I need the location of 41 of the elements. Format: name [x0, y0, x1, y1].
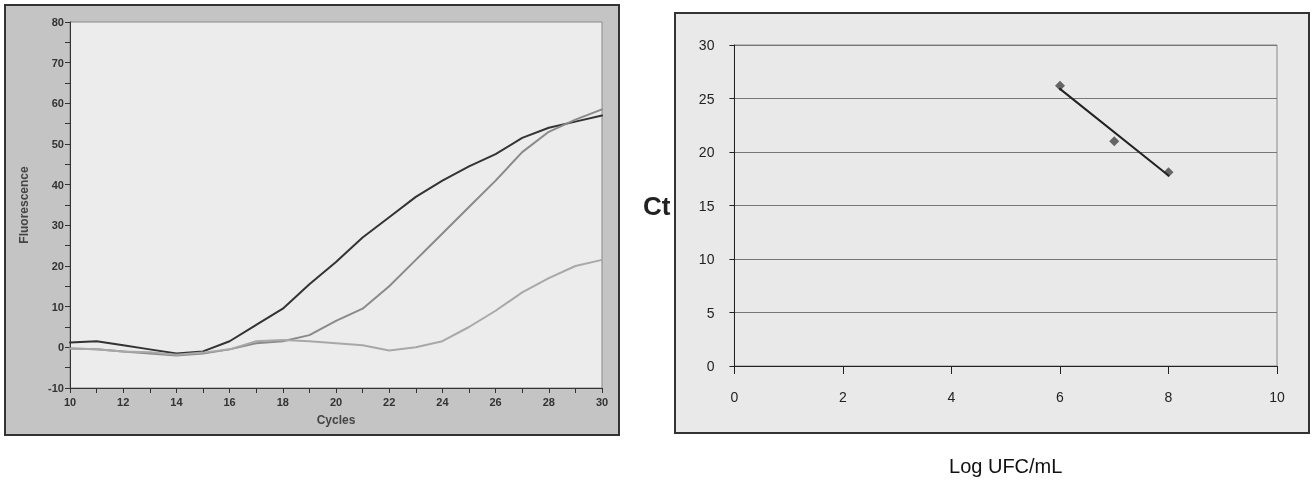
y-tick-label: 10 — [698, 251, 715, 267]
y-tick-label: 30 — [51, 219, 64, 232]
y-tick-label: 60 — [51, 97, 64, 110]
x-tick-label: 12 — [117, 395, 130, 408]
x-axis-title: Cycles — [316, 413, 356, 427]
x-axis-title: Log UFC/mL — [949, 455, 1063, 477]
y-tick-label: 40 — [51, 178, 64, 191]
x-tick-label: 30 — [595, 395, 609, 408]
x-tick-label: 24 — [436, 395, 450, 408]
y-tick-label: 20 — [698, 144, 715, 160]
y-tick-label: 70 — [51, 56, 64, 69]
y-tick-label: 80 — [51, 16, 64, 28]
y-tick-label: 5 — [706, 304, 715, 321]
y-tick-label: 15 — [698, 197, 715, 214]
y-tick-label: 50 — [51, 138, 64, 150]
x-tick-label: 20 — [329, 395, 343, 408]
x-tick-label: 22 — [383, 395, 396, 408]
x-tick-label: 8 — [1164, 389, 1173, 405]
point — [1054, 80, 1065, 91]
x-tick-label: 6 — [1056, 389, 1065, 405]
y-axis-title: Ct — [643, 190, 671, 221]
x-tick-label: 14 — [170, 395, 184, 408]
x-tick-label: 18 — [276, 395, 289, 408]
x-tick-label: 10 — [63, 395, 77, 408]
y-tick-label: 25 — [698, 90, 715, 107]
y-tick-label: 0 — [706, 358, 715, 374]
x-tick-label: 28 — [542, 395, 555, 408]
line-series — [69, 258, 603, 356]
x-tick-label: 4 — [947, 389, 956, 405]
x-tick-label: 10 — [1269, 389, 1285, 405]
y-tick-label: 30 — [698, 37, 715, 53]
y-tick-label: 0 — [57, 341, 64, 354]
x-tick-label: 0 — [730, 389, 739, 405]
x-tick-label: 16 — [223, 395, 236, 408]
point — [1109, 136, 1120, 147]
y-tick-label: 20 — [51, 260, 64, 272]
x-tick-label: 26 — [489, 395, 502, 408]
x-tick-label: 2 — [839, 389, 848, 405]
y-tick-label: -10 — [48, 382, 64, 394]
y-tick-label: 10 — [51, 300, 64, 313]
y-axis-title: Fluorescence — [17, 165, 31, 244]
